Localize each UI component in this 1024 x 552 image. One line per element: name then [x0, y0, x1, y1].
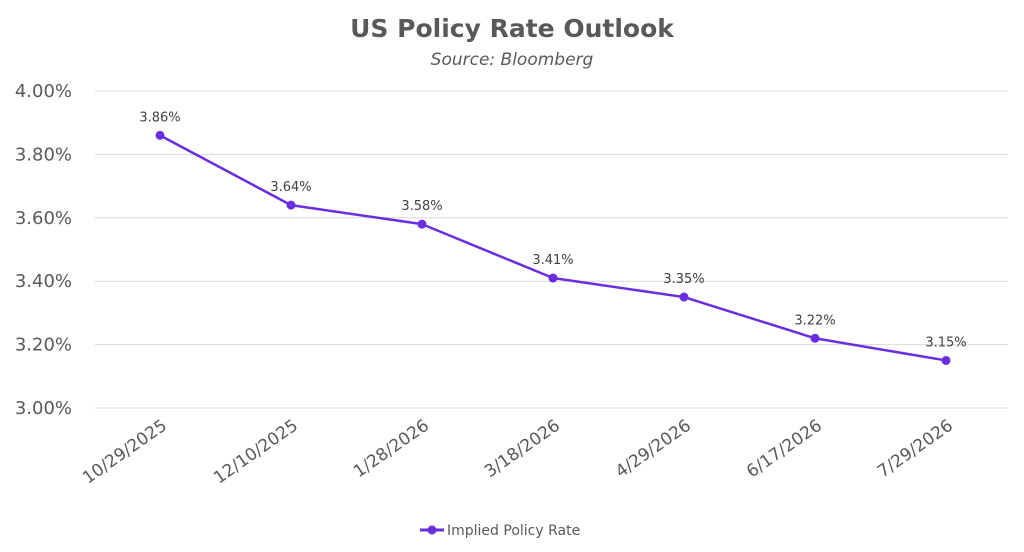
legend-label: Implied Policy Rate [447, 523, 580, 539]
gridlines [95, 90, 1008, 409]
y-tick-label: 3.00% [15, 398, 72, 419]
y-tick-label: 3.80% [15, 144, 72, 165]
x-tick-label: 6/17/2026 [743, 416, 826, 482]
data-point [941, 355, 951, 365]
data-label: 3.22% [794, 313, 835, 328]
series-implied-policy-rate [155, 130, 951, 365]
x-axis: 10/29/2025 12/10/2025 1/28/2026 3/18/2026 4/… [79, 416, 957, 489]
data-labels: 3.86% 3.64% 3.58% 3.41% 3.35% 3.22% 3.15% [139, 110, 966, 350]
data-label: 3.86% [139, 110, 180, 125]
y-tick-label: 3.60% [15, 208, 72, 229]
y-tick-label: 3.40% [15, 271, 72, 292]
legend: Implied Policy Rate [420, 523, 580, 539]
data-point [810, 333, 820, 343]
x-tick-label: 12/10/2025 [210, 416, 302, 489]
x-tick-label: 3/18/2026 [481, 416, 564, 482]
y-tick-label: 3.20% [15, 335, 72, 356]
data-point [286, 200, 296, 210]
data-label: 3.41% [532, 253, 573, 268]
data-point [679, 292, 689, 302]
chart-subtitle: Source: Bloomberg [431, 50, 594, 70]
y-tick-label: 4.00% [15, 81, 72, 102]
chart-title: US Policy Rate Outlook [350, 14, 675, 43]
x-tick-label: 10/29/2025 [79, 416, 171, 489]
x-tick-label: 7/29/2026 [874, 416, 957, 482]
data-point [417, 219, 427, 229]
x-tick-label: 1/28/2026 [350, 416, 433, 482]
data-point [155, 130, 165, 140]
y-axis: 4.00% 3.80% 3.60% 3.40% 3.20% 3.00% [15, 81, 72, 419]
x-tick-label: 4/29/2026 [612, 416, 695, 482]
data-label: 3.15% [925, 335, 966, 350]
data-label: 3.58% [401, 199, 442, 214]
data-label: 3.35% [663, 272, 704, 287]
data-label: 3.64% [270, 180, 311, 195]
data-point [548, 273, 558, 283]
legend-marker-icon [427, 525, 437, 535]
